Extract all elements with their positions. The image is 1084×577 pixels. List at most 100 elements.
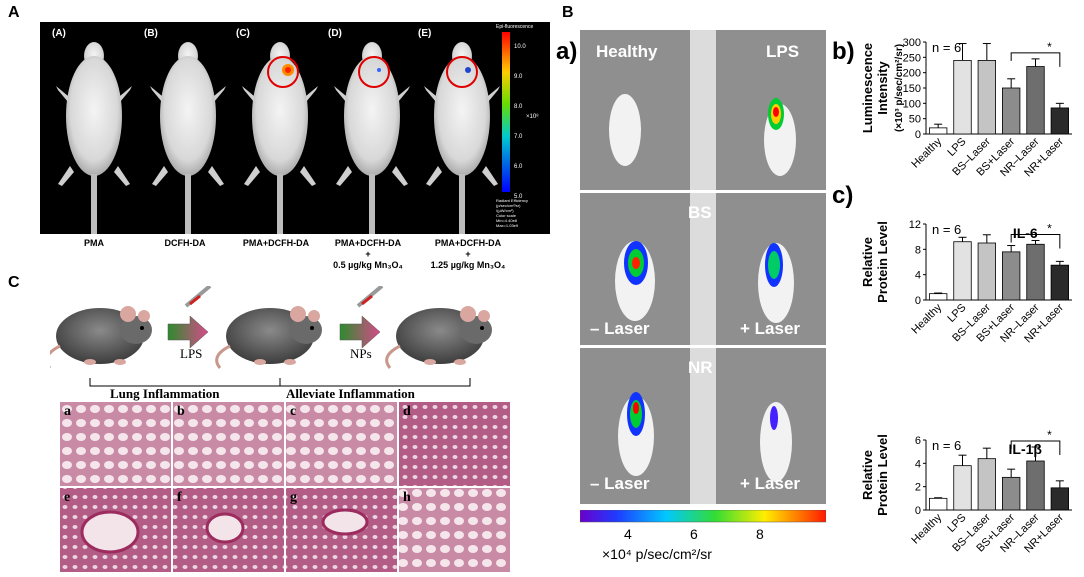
caption-line: 0.5 µg/kg Mn₃O₄ — [333, 260, 403, 270]
panel-a-imaging: (A) (B) (C) (D) (E) Epi-fluorescence 10.… — [40, 22, 550, 234]
arrow-right-icon — [167, 315, 209, 349]
cb-footer-line: /(µW/cm²) — [496, 208, 514, 213]
caption-line: 1.25 µg/kg Mn₃O₄ — [430, 260, 506, 270]
caption-line: PMA — [84, 238, 104, 248]
cb-footer-line: Min=4.40e8 — [496, 218, 518, 223]
y-axis-label: Protein Level — [875, 221, 890, 303]
y-tick-label: 6 — [915, 435, 921, 447]
colorbar-ticks: 10.0 9.0 8.0 7.0 6.0 5.0 — [514, 32, 526, 212]
cb-b-tick: 4 — [624, 526, 632, 542]
cb-tick: 10.0 — [514, 44, 526, 50]
mouse-label-a: (A) — [52, 28, 66, 39]
sample-size: n = 6 — [932, 40, 961, 55]
rat-3 — [385, 304, 494, 370]
y-tick-label: 4 — [915, 270, 921, 282]
rat-1 — [50, 304, 154, 370]
caption-dcfh: DCFH-DA — [140, 238, 230, 249]
bar — [1002, 251, 1021, 301]
bar — [977, 458, 996, 511]
cb-tick: 9.0 — [514, 74, 523, 80]
significance-star: * — [1047, 40, 1052, 54]
sub-label-b: b) — [832, 38, 855, 65]
y-tick-label: 0 — [915, 295, 921, 307]
y-tick-label: 12 — [909, 219, 921, 231]
chart-title: IL-1β — [1009, 441, 1043, 457]
cb-tick: 8.0 — [514, 104, 523, 110]
significance-star: * — [1047, 428, 1052, 442]
chart-title: IL-6 — [1013, 225, 1038, 241]
syringe-icon — [356, 286, 384, 308]
bar — [1002, 476, 1021, 511]
histo-label: e — [64, 490, 71, 505]
y-axis-label: Intensity — [875, 61, 890, 115]
significance-bracket — [1010, 233, 1061, 249]
y-tick-label: 200 — [903, 68, 921, 80]
tile-label-plus-laser: + Laser — [740, 319, 801, 338]
cb-tick: 6.0 — [514, 164, 523, 170]
caption-mn-high: PMA+DCFH-DA + 1.25 µg/kg Mn₃O₄ — [416, 238, 520, 271]
y-tick-label: 2 — [915, 482, 921, 494]
y-axis-label: Relative — [860, 237, 875, 287]
image-tile-healthy-lps: Healthy LPS — [580, 30, 826, 190]
tile-label-plus-laser: + Laser — [740, 474, 801, 493]
arrow-right-icon — [339, 315, 381, 349]
bar — [977, 242, 996, 301]
y-tick-label: 0 — [915, 505, 921, 517]
colorbar-a — [502, 32, 510, 192]
panel-c-scheme — [50, 286, 494, 387]
histo-label: a — [64, 404, 71, 419]
rat-2 — [215, 304, 324, 370]
y-axis-label: Luminescence — [860, 43, 875, 133]
histo-label: c — [290, 404, 297, 419]
sub-label-a: a) — [556, 38, 578, 65]
arrow-label-lps: LPS — [180, 346, 203, 361]
cb-tick: 7.0 — [514, 134, 523, 140]
caption-line: + — [365, 249, 371, 259]
mouse-label-e: (E) — [418, 28, 432, 39]
y-tick-label: 150 — [903, 83, 921, 95]
y-axis-label: Relative — [860, 450, 875, 500]
bar — [1026, 243, 1045, 301]
histology-grid: a b c d e f g h — [60, 402, 510, 572]
histo-label: g — [290, 490, 297, 505]
colorbar-footer: Radiant Efficiency (p/sec/cm²/sr) /(µW/c… — [496, 198, 550, 228]
cb-footer-line: (p/sec/cm²/sr) — [496, 203, 521, 208]
panel-b-imaging: Healthy LPS BS – Laser + Laser NR — [580, 30, 826, 506]
y-tick-label: 100 — [903, 98, 921, 110]
bar — [929, 293, 948, 301]
bar — [1002, 87, 1021, 135]
bracket-label-lung: Lung Inflammation — [110, 386, 220, 401]
y-tick-label: 50 — [909, 114, 921, 126]
bar — [977, 59, 996, 135]
tile-label-nr: NR — [688, 358, 713, 377]
bracket-label-alleviate: Alleviate Inflammation — [286, 386, 415, 401]
y-axis-label: (×10³ p/sec/cm²/sr) — [894, 44, 905, 132]
bar — [1050, 107, 1069, 135]
image-tile-bs: BS – Laser + Laser — [580, 193, 826, 345]
y-tick-label: 0 — [915, 129, 921, 141]
bar — [1026, 460, 1045, 511]
cb-footer-line: Max=1.03e9 — [496, 223, 519, 228]
sample-size: n = 6 — [932, 438, 961, 453]
bar — [929, 497, 948, 511]
bar — [929, 127, 948, 135]
caption-mn-low: PMA+DCFH-DA + 0.5 µg/kg Mn₃O₄ — [318, 238, 418, 271]
histo-label: h — [403, 490, 411, 505]
tile-label-minus-laser: – Laser — [590, 319, 650, 338]
bar — [1050, 487, 1069, 511]
image-tile-nr: NR – Laser + Laser — [580, 348, 826, 504]
colorbar-unit: ×10⁸ — [526, 114, 539, 120]
y-tick-label: 4 — [915, 458, 921, 470]
histo-label: b — [177, 404, 185, 419]
caption-line: PMA+DCFH-DA — [334, 238, 402, 248]
colorbar-b — [580, 510, 826, 523]
caption-line: DCFH-DA — [164, 238, 206, 248]
cb-b-unit: ×10⁴ p/sec/cm²/sr — [602, 546, 712, 562]
y-tick-label: 300 — [903, 37, 921, 49]
colorbar-title: Epi-fluorescence — [496, 24, 534, 30]
bar — [953, 465, 972, 511]
histo-label: f — [177, 490, 182, 505]
mouse-label-d: (D) — [328, 28, 342, 39]
